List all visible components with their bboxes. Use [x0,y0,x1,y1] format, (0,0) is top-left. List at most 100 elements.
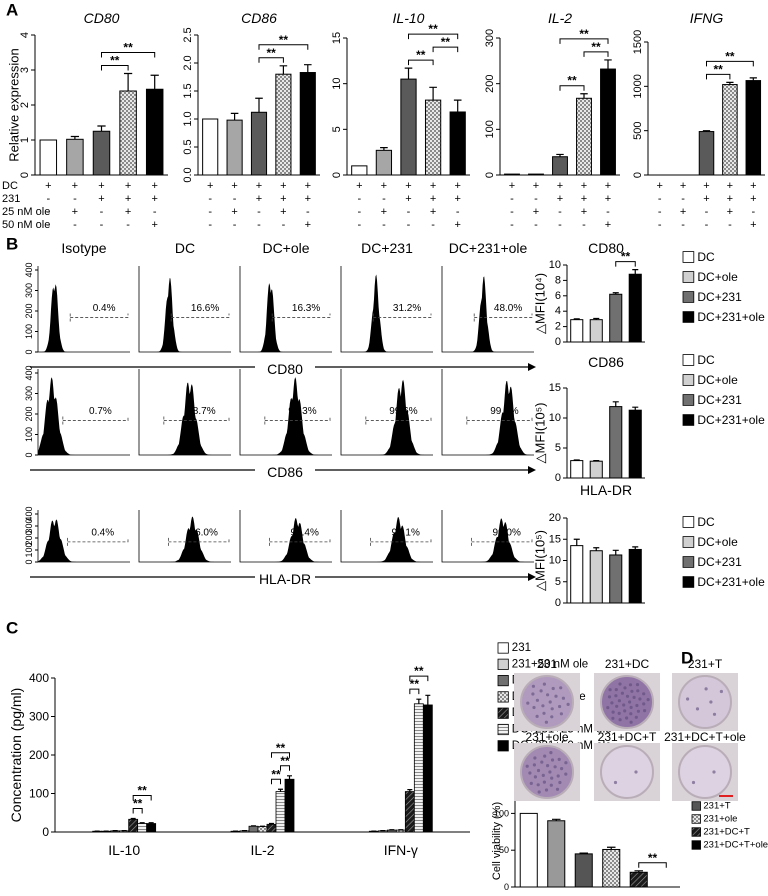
flow-histogram [341,517,433,562]
well-speckle [618,718,622,722]
well-speckle [528,771,532,775]
well-speckle [550,758,555,762]
condition-sign: - [153,206,157,218]
well-speckle [634,770,638,774]
significance-bracket [132,808,143,814]
condition-sign: + [430,180,436,192]
y-tick-label: 5 [555,576,561,588]
y-tick-label: 15 [331,32,343,44]
flow-histogram [38,519,130,562]
condition-sign: - [357,219,361,231]
legend-label: 231+DC+T+ole [703,840,768,851]
well-speckle [543,754,547,758]
condition-sign: + [207,180,213,192]
condition-sign: + [98,193,104,205]
significance-label: ** [137,784,147,798]
y-tick-label: 0 [42,825,49,839]
condition-sign: + [72,180,78,192]
error-bar [632,406,639,411]
flow-histogram [442,381,534,455]
bar [250,111,268,176]
well-speckle [553,765,557,769]
well-speckle [556,774,560,778]
significance-label: ** [267,46,277,60]
well-speckle [566,702,570,707]
y-axis-label: △MFI(10⁴) [533,273,548,334]
flow-histogram [38,284,130,352]
bar [609,293,623,343]
y-tick-label: 300 [484,29,496,47]
condition-sign: + [454,219,460,231]
bar [628,409,642,479]
marker-label: HLA-DR [259,571,311,587]
condition-sign: - [46,206,50,218]
photo-label: 231+ole [525,730,568,744]
condition-label: DC [2,180,18,192]
legend-swatch [682,311,695,323]
photo-label: 231+DC+T+ole [664,730,746,744]
y-tick-label: 100 [24,427,34,442]
error-bar [97,125,106,132]
y-tick-label: 400 [24,262,34,277]
condition-sign: + [703,193,709,205]
significance-bracket [615,261,636,267]
well-speckle [709,700,713,704]
condition-sign: - [658,219,662,231]
legend-label: DC+231+ole [697,575,765,589]
gate-percent: 99.1% [490,406,518,417]
well-speckle [536,783,540,787]
y-tick-label: 0 [19,172,31,178]
well-speckle [642,702,646,706]
condition-sign: - [558,219,562,231]
error-bar [749,77,757,81]
significance-label: ** [416,48,426,62]
condition-sign: - [407,206,411,218]
significance-bracket [408,59,434,66]
well-speckle [525,764,529,768]
bar [275,791,286,833]
bar [609,406,623,479]
legend-label: DC [697,353,715,367]
column-header: DC+231 [361,240,413,256]
bar [39,139,58,176]
bar [589,460,603,479]
condition-sign: + [305,180,311,192]
condition-sign: - [705,206,709,218]
legend-label: DC+231+ole [697,413,765,427]
y-tick-label: 100 [24,542,34,557]
legend-label: DC+231 [697,393,742,407]
significance-label: ** [591,40,601,54]
legend-label: DC [697,515,715,529]
flow-cell-frame [441,369,534,456]
well-speckle [629,705,633,710]
gate-percent: 96.0% [190,527,218,538]
error-bar [269,822,274,825]
well-speckle [617,699,622,703]
bar [375,149,393,176]
error-bar [255,97,263,113]
bar [570,460,584,479]
legend-swatch [682,251,695,263]
marker-label: CD80 [267,361,303,377]
y-tick-label: 0 [484,172,496,178]
y-tick-label: 6 [555,290,561,302]
condition-sign: - [100,219,104,231]
condition-sign: + [581,180,587,192]
well-speckle [611,716,615,720]
condition-sign: + [605,180,611,192]
bar [257,826,268,833]
chart-title: CD86 [241,10,277,26]
significance-bracket [271,752,290,758]
condition-sign: + [533,180,539,192]
error-bar [593,547,600,551]
significance-bracket [559,38,609,44]
well-speckle [636,709,641,713]
well-speckle [535,714,539,719]
marker-arrowhead [528,573,536,581]
significance-bracket [559,85,585,91]
y-tick-label: 400 [24,506,34,521]
condition-sign: + [430,206,436,218]
bar [386,829,397,833]
gate-percent: 99.0% [493,527,521,538]
y-tick-label: 200 [24,530,34,545]
